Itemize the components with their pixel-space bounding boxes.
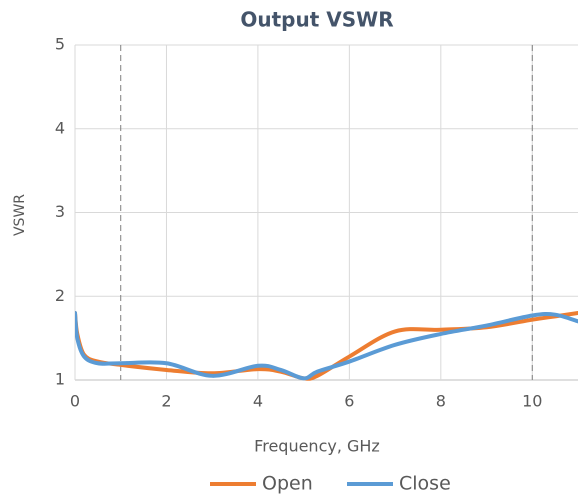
y-tick-label: 5 [55, 35, 65, 54]
series-line [75, 311, 578, 381]
y-tick-label: 2 [55, 286, 65, 305]
x-tick-label: 10 [522, 392, 542, 411]
y-axis-label: VSWR [12, 194, 28, 236]
y-tick-label: 4 [55, 118, 65, 137]
legend-label: Close [399, 473, 451, 495]
y-tick-label: 1 [55, 370, 65, 389]
chart-title: Output VSWR [240, 8, 393, 32]
y-tick-label: 3 [55, 202, 65, 221]
x-tick-label: 2 [161, 392, 171, 411]
x-tick-label: 6 [344, 392, 354, 411]
x-axis-label: Frequency, GHz [254, 437, 380, 456]
x-tick-label: 0 [70, 392, 80, 411]
x-tick-label: 4 [253, 392, 263, 411]
legend-label: Open [262, 473, 313, 495]
x-tick-label: 8 [436, 392, 446, 411]
